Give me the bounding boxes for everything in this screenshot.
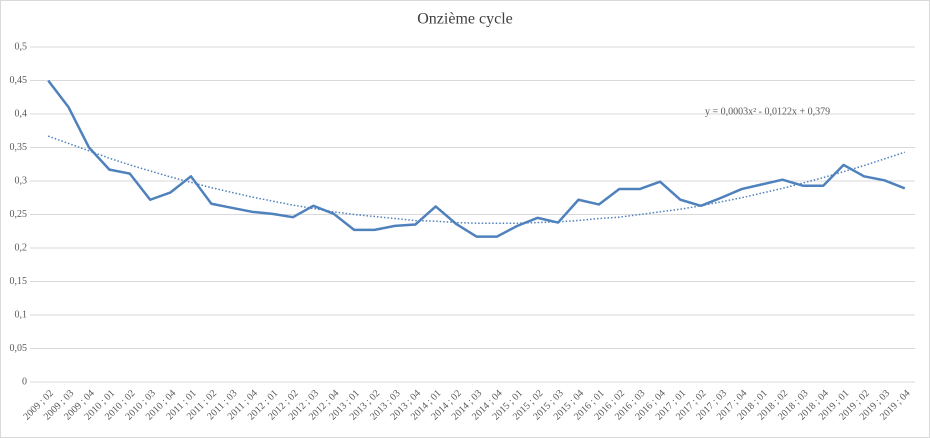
series-line (47, 79, 906, 238)
chart-title: Onzième cycle (417, 11, 513, 28)
y-tick-label: 0 (22, 376, 27, 387)
y-tick-label: 0,2 (15, 242, 28, 253)
y-tick-label: 0,35 (10, 142, 28, 153)
y-tick-label: 0,05 (10, 343, 28, 354)
y-tick-label: 0,15 (10, 276, 28, 287)
trendline-equation: y = 0,0003x² - 0,0122x + 0,379 (705, 106, 830, 117)
y-tick-label: 0,1 (15, 309, 28, 320)
y-tick-label: 0,4 (15, 108, 28, 119)
y-tick-label: 0,3 (15, 175, 28, 186)
y-tick-label: 0,25 (10, 209, 28, 220)
y-tick-label: 0,5 (15, 41, 28, 52)
y-tick-label: 0,45 (10, 75, 28, 86)
